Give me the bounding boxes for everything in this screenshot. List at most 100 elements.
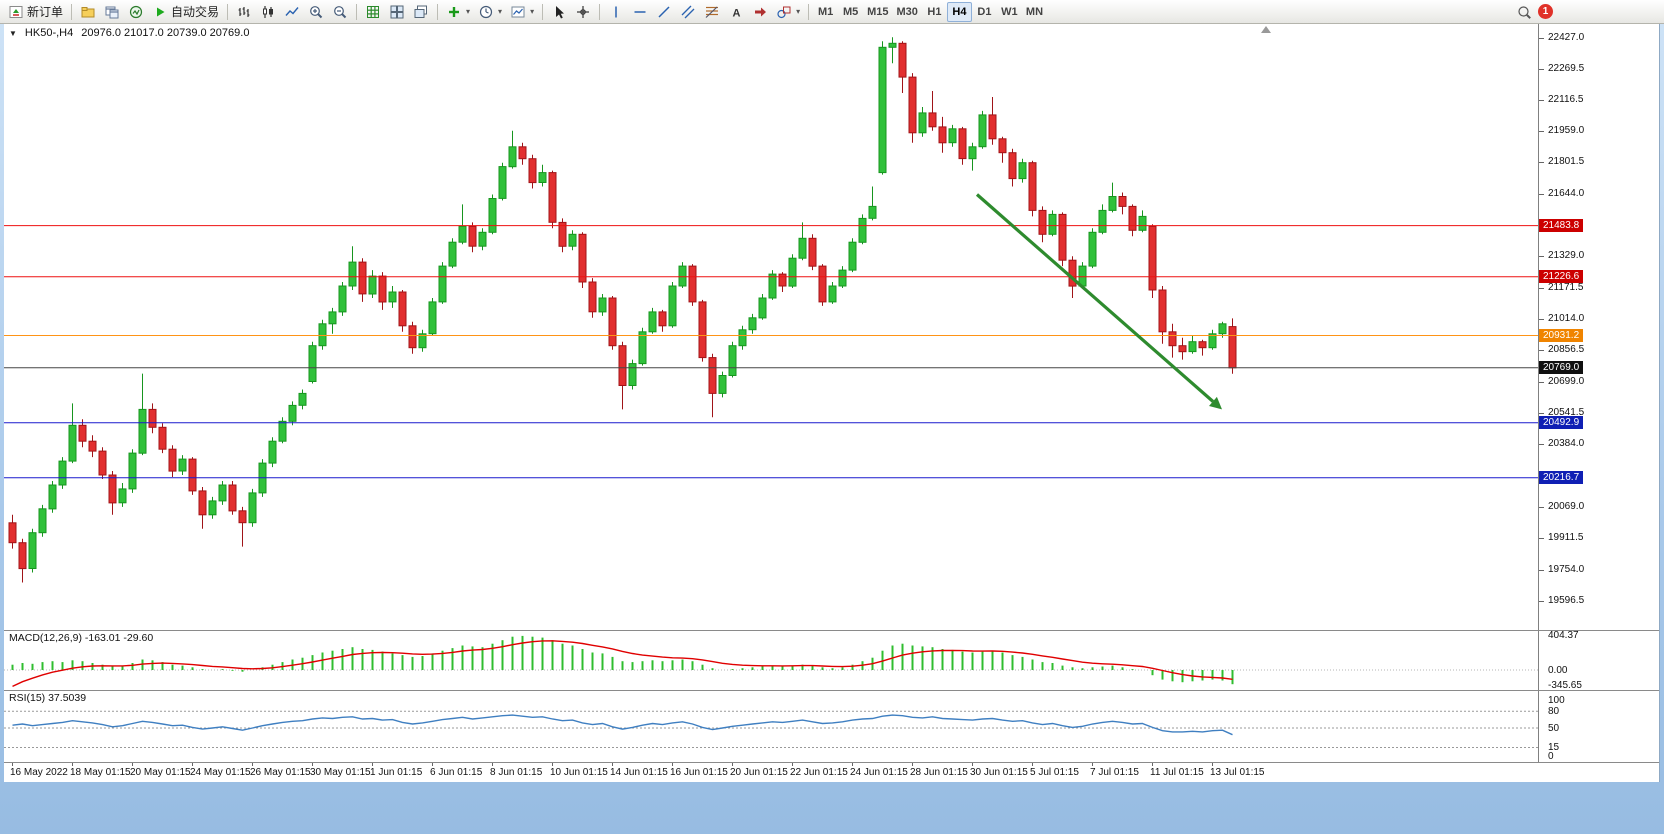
candle	[1118, 196, 1127, 207]
candle	[338, 285, 347, 313]
new-order-icon	[9, 5, 23, 18]
timeframe-W1[interactable]: W1	[997, 2, 1022, 22]
navigator-button[interactable]	[124, 2, 148, 22]
bar-chart-button[interactable]	[232, 2, 256, 22]
candle	[108, 474, 117, 504]
candle	[598, 297, 607, 313]
period-button[interactable]: ▾	[474, 2, 506, 22]
timeframe-H4[interactable]: H4	[946, 1, 972, 22]
navigator-icon	[129, 5, 143, 18]
chart-shift-marker[interactable]	[1261, 26, 1271, 33]
macd-label: MACD(12,26,9) -163.01 -29.60	[9, 632, 154, 644]
zoom-in-icon	[310, 5, 323, 18]
price-axis-label: 20856.5	[1548, 344, 1585, 355]
line-chart-button[interactable]	[280, 2, 304, 22]
candle	[328, 311, 337, 325]
candle	[1048, 213, 1057, 235]
candle	[868, 205, 877, 219]
zoom-out-button[interactable]	[328, 2, 352, 22]
main-chart-plot[interactable]	[4, 24, 1538, 630]
rsi-indicator-plot[interactable]	[4, 690, 1538, 762]
profiles-icon	[81, 6, 95, 17]
fibonacci-button[interactable]	[700, 2, 724, 22]
charts-window-button[interactable]	[100, 2, 124, 22]
horizontal-line-button[interactable]	[628, 2, 652, 22]
crosshair-button[interactable]	[571, 2, 595, 22]
channel-button[interactable]	[676, 2, 700, 22]
price-axis-tick	[1539, 570, 1544, 571]
charts-icon	[105, 6, 119, 18]
text-button[interactable]: A	[724, 2, 748, 22]
zoom-in-button[interactable]	[304, 2, 328, 22]
price-axis-tick	[1539, 413, 1544, 414]
macd-histogram	[11, 635, 1234, 685]
new-order-button[interactable]: 新订单	[4, 2, 67, 22]
trendline-button[interactable]	[652, 2, 676, 22]
autotrading-button[interactable]: 自动交易	[148, 2, 223, 22]
zoom-out-icon	[334, 5, 347, 18]
grid-button[interactable]	[361, 2, 385, 22]
add-ind-icon	[449, 6, 460, 17]
candle	[268, 440, 277, 464]
toolbar-separator	[227, 3, 229, 20]
cursor-icon	[556, 5, 565, 18]
candle	[138, 408, 147, 454]
candle	[968, 146, 977, 160]
pane-separator[interactable]	[4, 690, 1659, 691]
candle	[508, 146, 517, 168]
pane-separator[interactable]	[4, 630, 1659, 631]
timeframe-M15[interactable]: M15	[863, 2, 892, 22]
chart-template-button[interactable]: ▾	[506, 2, 538, 22]
candle	[548, 172, 557, 223]
candle	[488, 198, 497, 233]
trend-arrow[interactable]	[975, 193, 1215, 403]
candles-series	[8, 37, 1237, 583]
price-axis-label: 20069.0	[1548, 501, 1585, 512]
candle	[578, 233, 587, 283]
add-indicator-button[interactable]: ▾	[442, 2, 474, 22]
arrows-button[interactable]	[748, 2, 772, 22]
vertical-line-button[interactable]	[604, 2, 628, 22]
timeframe-M5[interactable]: M5	[838, 2, 863, 22]
timeframe-H1[interactable]: H1	[922, 2, 947, 22]
time-axis-label: 20 May 01:15	[130, 767, 191, 778]
timeframe-M30[interactable]: M30	[893, 2, 922, 22]
candlestick-chart-button[interactable]	[256, 2, 280, 22]
candle	[838, 269, 847, 287]
cascade-windows-button[interactable]	[409, 2, 433, 22]
candle	[68, 424, 77, 462]
rsi-axis-label: 15	[1548, 742, 1560, 753]
one-click-trading-collapse-icon[interactable]: ▼	[9, 28, 17, 38]
tile-windows-button[interactable]	[385, 2, 409, 22]
profiles-button[interactable]	[76, 2, 100, 22]
candle	[1168, 331, 1177, 347]
support-line-price-tag: 20492.9	[1539, 416, 1584, 429]
notification-badge[interactable]: 1	[1538, 4, 1553, 19]
macd-indicator-plot[interactable]	[4, 630, 1538, 690]
candle	[1228, 326, 1237, 369]
time-axis-label: 14 Jun 01:15	[610, 767, 668, 778]
chart-candles-icon	[263, 5, 274, 18]
candle	[118, 488, 127, 504]
time-axis-tick	[132, 762, 133, 766]
time-axis-label: 30 Jun 01:15	[970, 767, 1028, 778]
price-axis-label: 22116.5	[1548, 94, 1584, 105]
timeframe-M1[interactable]: M1	[813, 2, 838, 22]
macd-axis-label: 0.00	[1548, 665, 1568, 676]
cascade-icon	[414, 5, 428, 18]
candle	[88, 440, 97, 452]
candle	[1058, 213, 1067, 261]
time-axis-label: 13 Jul 01:15	[1210, 767, 1265, 778]
price-axis-tick	[1539, 319, 1544, 320]
shapes-button[interactable]: ▾	[772, 2, 804, 22]
timeframe-MN[interactable]: MN	[1022, 2, 1047, 22]
toolbar-separator	[437, 3, 439, 20]
candle	[1088, 231, 1097, 267]
search-button[interactable]	[1512, 2, 1536, 22]
ohlc-values: 20976.0 21017.0 20739.0 20769.0	[81, 27, 250, 39]
cursor-button[interactable]	[547, 2, 571, 22]
candle	[718, 375, 727, 394]
dropdown-caret-icon: ▾	[466, 7, 471, 16]
time-axis-tick	[1152, 762, 1153, 766]
timeframe-D1[interactable]: D1	[972, 2, 997, 22]
